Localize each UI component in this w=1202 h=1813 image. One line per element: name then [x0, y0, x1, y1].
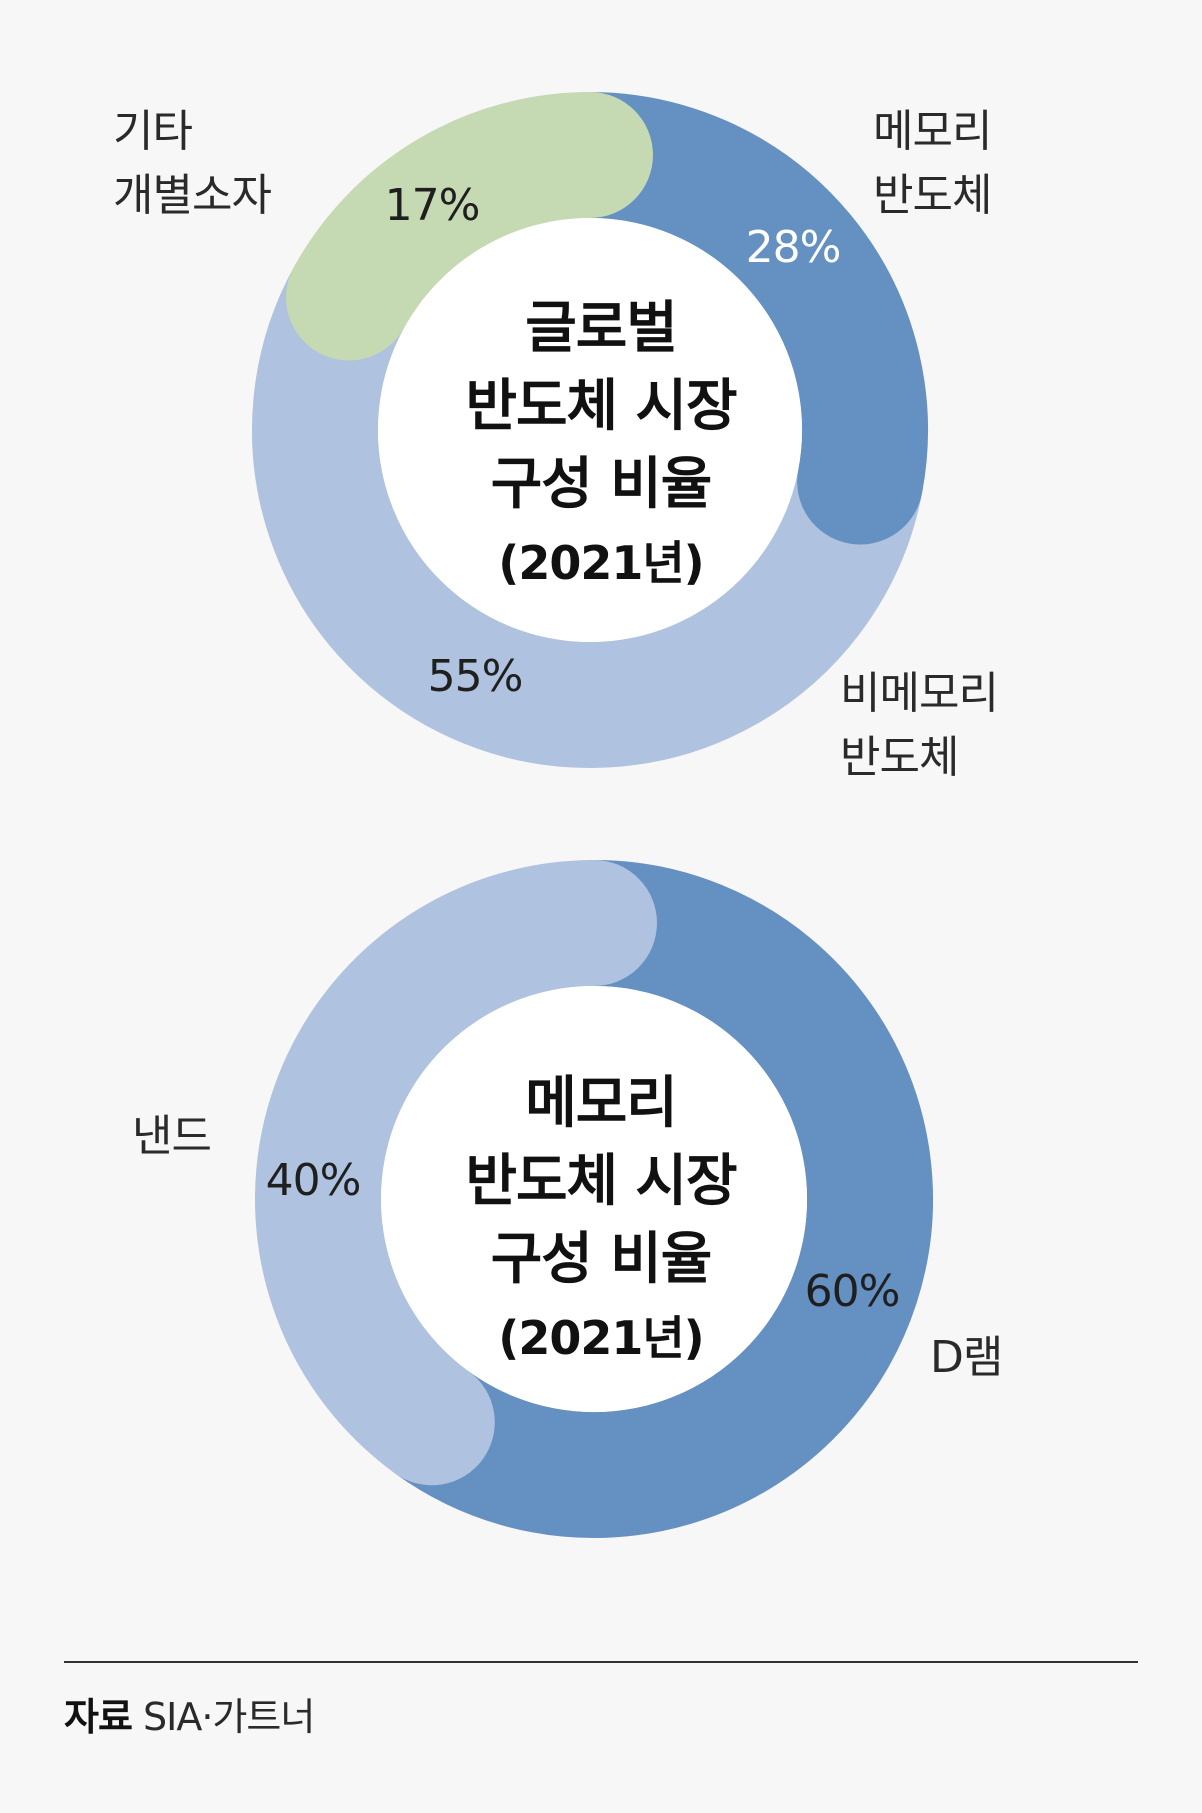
title-line: 구성 비율 — [490, 1227, 713, 1292]
donut-slice — [286, 92, 653, 361]
title-year: (2021년) — [498, 536, 704, 590]
source-label: 자료 — [64, 1695, 133, 1739]
slice-label-line: 개별소자 — [113, 170, 272, 221]
title-line: 구성 비율 — [490, 452, 713, 517]
slice-value-nonmemory: 55% — [427, 651, 524, 702]
slice-label-line: 낸드 — [132, 1111, 212, 1162]
title-line: 반도체 시장 — [465, 1149, 737, 1214]
title-line: 반도체 시장 — [465, 374, 737, 439]
source-text: SIA·가트너 — [143, 1695, 315, 1739]
slice-label-line: 비메모리 — [840, 668, 999, 719]
slice-label-nand: 낸드 — [132, 1105, 212, 1169]
slice-value-memory: 28% — [745, 222, 842, 273]
donut-hole — [381, 986, 807, 1412]
slice-label-line: 메모리 — [873, 106, 992, 157]
source-divider — [64, 1661, 1138, 1663]
source-note: 자료 SIA·가트너 — [64, 1686, 315, 1741]
donut-chart-memory: 메모리 반도체 시장 구성 비율 (2021년) D램 낸드 60% 40% — [0, 840, 1202, 1630]
slice-label-line: 반도체 — [873, 170, 992, 221]
donut-slice — [255, 860, 657, 1486]
donut-chart-svg — [252, 92, 928, 768]
title-line: 메모리 — [525, 1071, 678, 1136]
slice-label-dram: D램 — [930, 1326, 1003, 1390]
slice-value-other: 17% — [384, 180, 481, 231]
chart-center-title: 글로벌 반도체 시장 구성 비율 (2021년) — [341, 290, 861, 602]
slice-label-line: 반도체 — [840, 732, 959, 783]
donut-slice — [368, 860, 933, 1538]
slice-label-other: 기타 개별소자 — [113, 100, 272, 228]
chart-center-title: 메모리 반도체 시장 구성 비율 (2021년) — [341, 1065, 861, 1377]
title-line: 글로벌 — [525, 296, 678, 361]
donut-slice — [252, 234, 924, 768]
donut-slice — [527, 92, 928, 545]
donut-hole — [378, 218, 802, 642]
slice-label-memory: 메모리 반도체 — [873, 100, 992, 228]
donut-chart-svg — [255, 860, 933, 1538]
slice-value-dram: 60% — [804, 1266, 901, 1317]
slice-value-nand: 40% — [265, 1155, 362, 1206]
donut-chart-global: 글로벌 반도체 시장 구성 비율 (2021년) 메모리 반도체 비메모리 반도… — [0, 0, 1202, 840]
slice-label-line: 기타 — [113, 106, 193, 157]
slice-label-nonmemory: 비메모리 반도체 — [840, 662, 999, 790]
title-year: (2021년) — [498, 1311, 704, 1365]
slice-label-line: D램 — [930, 1332, 1003, 1383]
